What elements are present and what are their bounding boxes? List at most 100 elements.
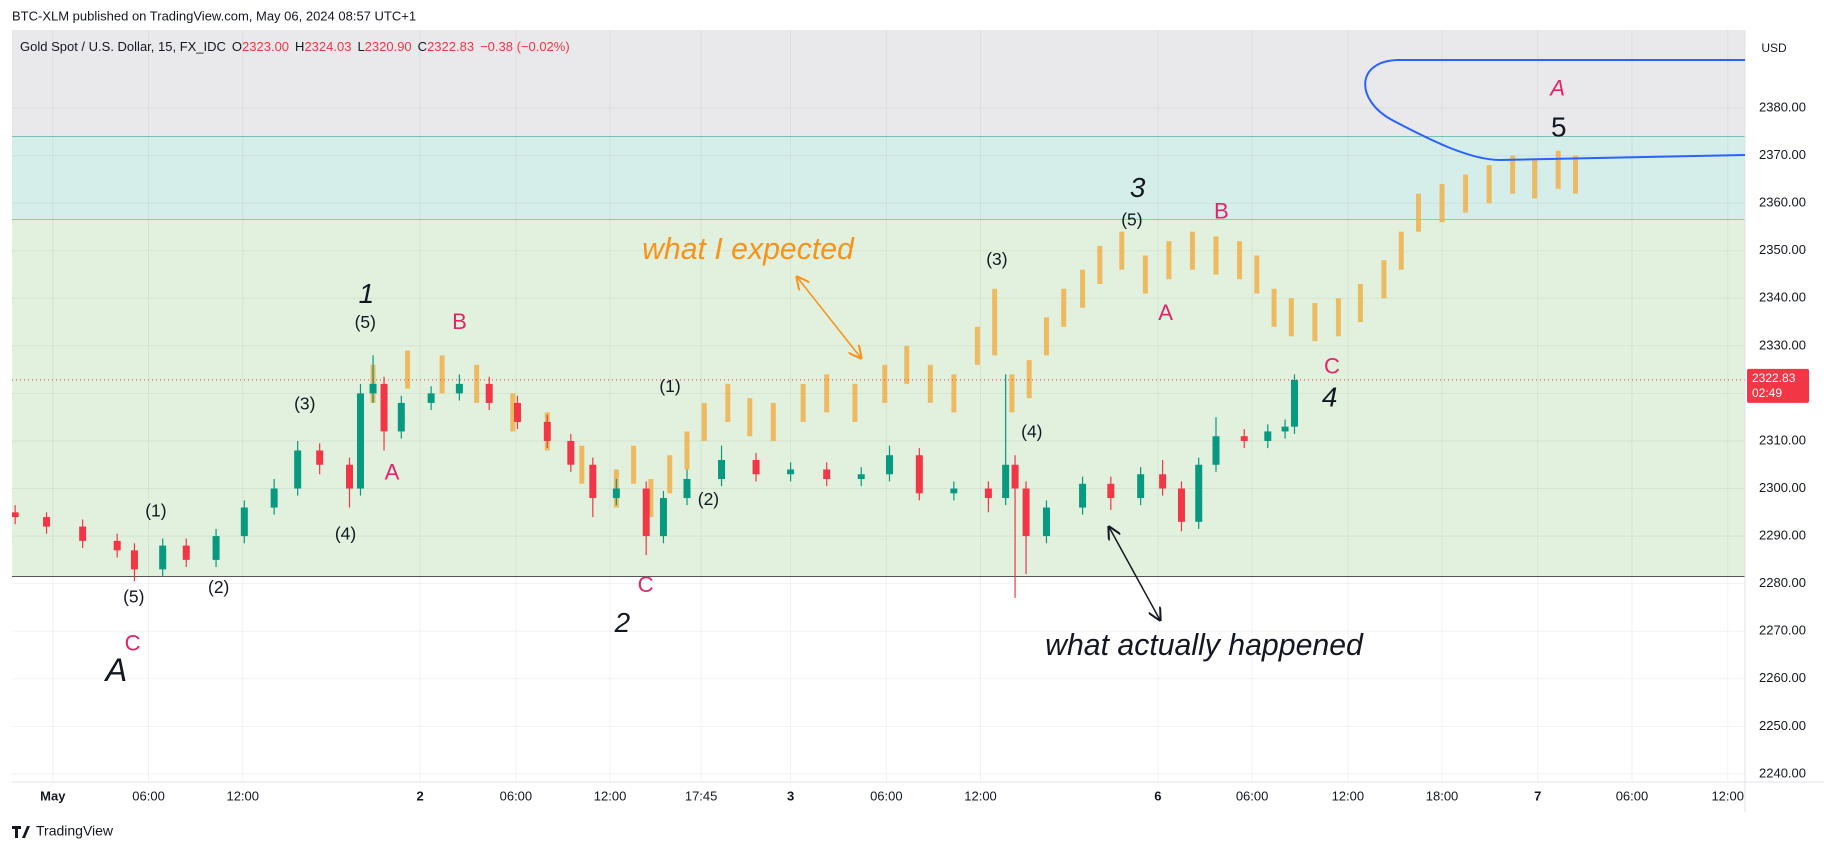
- candle-body: [397, 402, 405, 432]
- annotation: (2): [208, 577, 229, 597]
- candle-body: [455, 383, 463, 394]
- candle-body: [113, 540, 121, 551]
- zone: [12, 219, 1745, 577]
- projection-bar: [1213, 236, 1219, 275]
- legend-key: O: [232, 39, 242, 54]
- annotation: (1): [659, 376, 680, 396]
- projection-bar: [579, 445, 585, 484]
- y-tick-label: 2250.00: [1759, 718, 1806, 733]
- projection-bar: [1532, 160, 1538, 199]
- projection-bar: [824, 374, 830, 413]
- annotation: B: [1214, 199, 1229, 224]
- annotation: (5): [355, 312, 376, 332]
- candle-body: [427, 393, 435, 403]
- projection-bar: [974, 326, 980, 365]
- projection-bar: [1254, 255, 1260, 294]
- annotation: (3): [294, 393, 315, 413]
- footer: TradingView: [36, 823, 114, 839]
- legend-change: −0.38 (−0.02%): [480, 39, 570, 54]
- legend-value: 2320.90: [365, 39, 412, 54]
- projection-bar: [1166, 241, 1172, 280]
- projection-bar: [1097, 245, 1103, 284]
- annotation: A: [1548, 75, 1565, 100]
- candle-body: [1137, 474, 1145, 499]
- annotation: B: [452, 309, 467, 334]
- x-tick-label: 7: [1534, 788, 1541, 803]
- candle-body: [659, 498, 667, 537]
- y-tick-label: 2260.00: [1759, 670, 1806, 685]
- candle-body: [1212, 436, 1220, 465]
- projection-bar: [1463, 174, 1469, 213]
- candle-body: [683, 479, 691, 499]
- projection-bar: [800, 383, 806, 422]
- last-price-label: 2322.83: [1752, 371, 1796, 385]
- annotation: 3: [1130, 172, 1146, 203]
- candle-body: [294, 450, 302, 489]
- candle-body: [1290, 379, 1298, 427]
- projection-bar: [1439, 184, 1445, 223]
- projection-bar: [1357, 283, 1363, 323]
- candle-body: [823, 469, 831, 480]
- zone: [12, 136, 1745, 220]
- projection-bar: [439, 355, 445, 394]
- candle-body: [1107, 483, 1115, 499]
- candle-body: [270, 488, 278, 508]
- candle-body: [1002, 464, 1010, 499]
- price-label-box: [1747, 368, 1809, 403]
- projection-bar: [1312, 303, 1318, 342]
- annotation: (4): [335, 524, 356, 544]
- y-tick-label: 2330.00: [1759, 337, 1806, 352]
- x-tick-label: 12:00: [1332, 788, 1365, 803]
- annotation: (5): [123, 587, 144, 607]
- projection-bar: [1555, 150, 1561, 189]
- candle-body: [369, 383, 377, 394]
- candle-body: [1022, 488, 1030, 537]
- candle-body: [1011, 464, 1019, 489]
- symbol: Gold Spot / U.S. Dollar, 15, FX_IDC: [20, 39, 226, 54]
- candle-body: [1159, 474, 1167, 489]
- projection-bar: [1415, 193, 1421, 232]
- y-tick-label: 2360.00: [1759, 195, 1806, 210]
- legend-key: C: [418, 39, 427, 54]
- projection-bar: [725, 383, 731, 422]
- projection-bar: [747, 398, 753, 437]
- legend-key: L: [357, 39, 364, 54]
- candle-body: [316, 450, 324, 465]
- arrow: [1109, 527, 1160, 620]
- y-tick-label: 2350.00: [1759, 242, 1806, 257]
- projection-bar: [405, 350, 411, 389]
- projection-bar: [1572, 155, 1578, 194]
- projection-bar: [852, 383, 858, 422]
- annotation: A: [385, 459, 400, 484]
- projection-bar: [904, 345, 910, 384]
- projection-bar: [1189, 231, 1195, 270]
- projection-bar: [1142, 255, 1148, 294]
- projection-bar: [631, 445, 637, 484]
- x-tick-label: 12:00: [226, 788, 259, 803]
- candle-body: [950, 488, 958, 494]
- candle-body: [718, 459, 726, 480]
- legend-key: H: [295, 39, 304, 54]
- candle-body: [1079, 483, 1087, 508]
- currency: USD: [1761, 41, 1787, 55]
- annotation: C: [125, 630, 141, 655]
- candle-body: [1264, 431, 1272, 441]
- candle-body: [642, 488, 650, 537]
- candle-body: [787, 469, 795, 475]
- candle-body: [43, 517, 51, 527]
- annotation: 1: [359, 278, 375, 309]
- projection-bar: [1486, 165, 1492, 204]
- candle-body: [12, 512, 19, 518]
- y-tick-label: 2340.00: [1759, 290, 1806, 305]
- candle-body: [543, 421, 551, 441]
- annotation: what actually happened: [1045, 629, 1364, 662]
- projection-bar: [1043, 317, 1049, 356]
- projection-bar: [770, 402, 776, 441]
- projection-bar: [1381, 260, 1387, 299]
- logo: [12, 826, 30, 838]
- y-tick-label: 2270.00: [1759, 623, 1806, 638]
- projection-bar: [951, 374, 957, 413]
- x-tick-label: 6: [1154, 788, 1161, 803]
- projection-bar: [1026, 360, 1032, 399]
- annotation: (2): [698, 489, 719, 509]
